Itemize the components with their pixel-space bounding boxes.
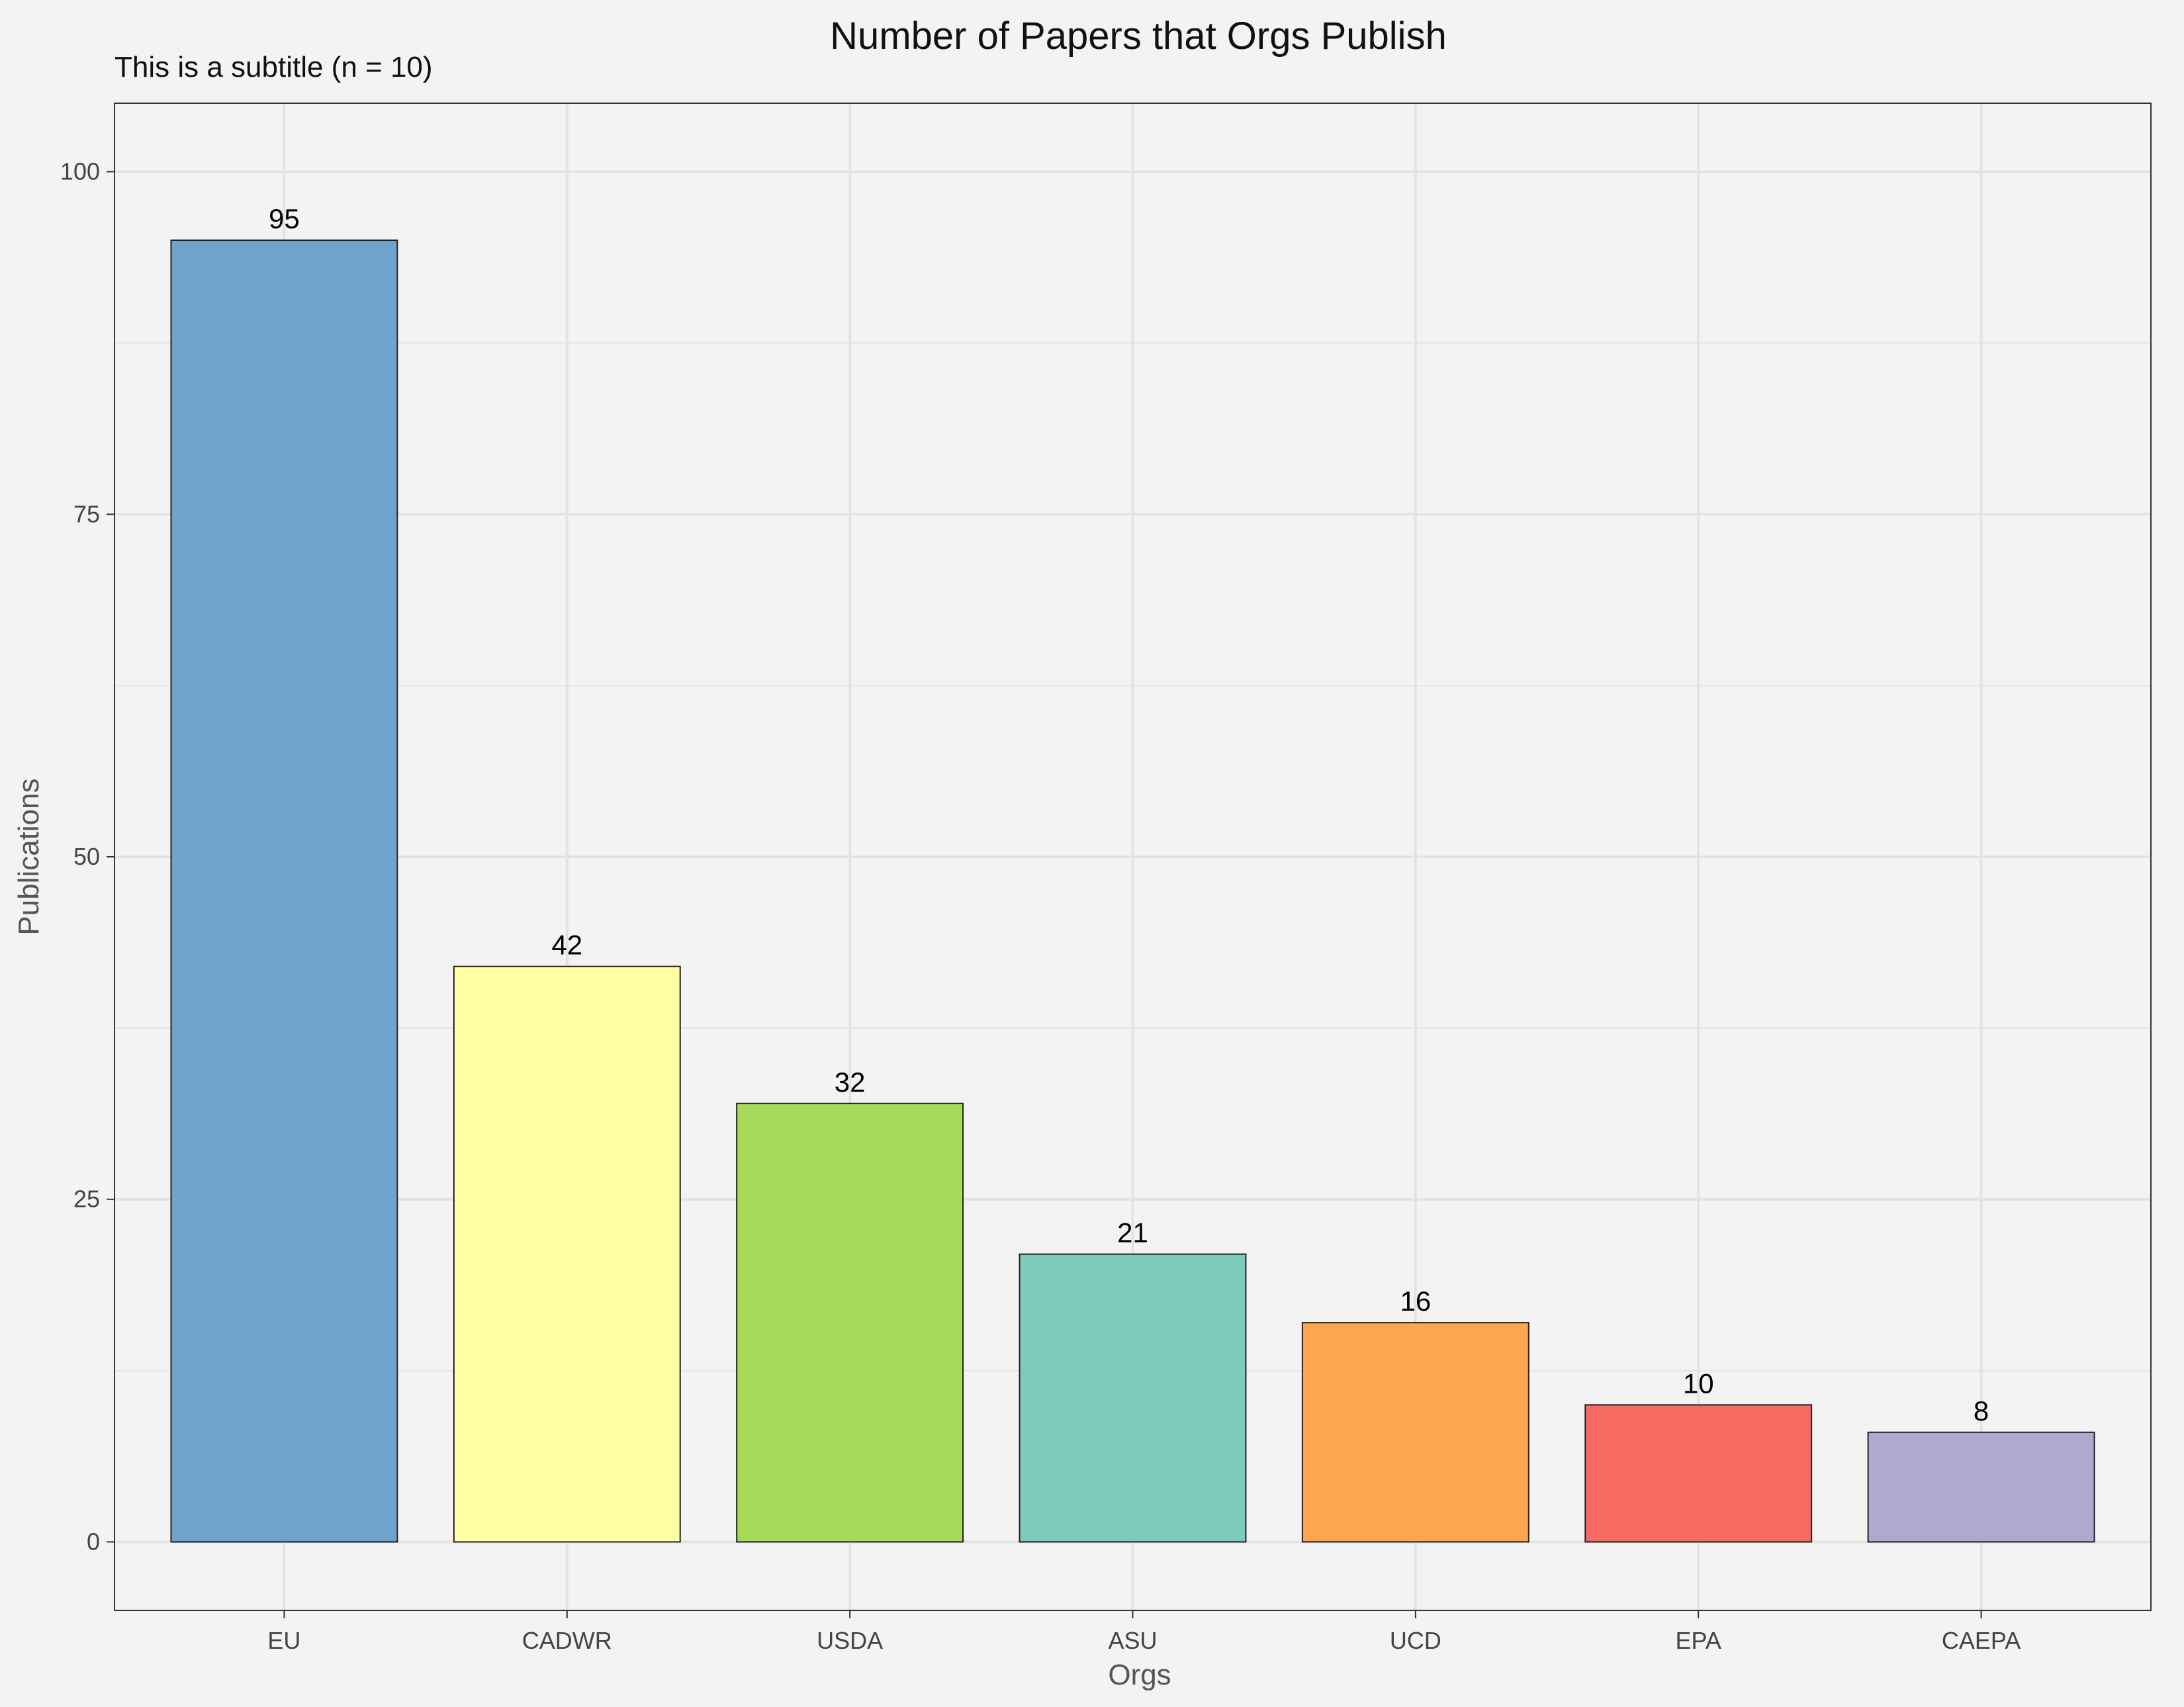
y-axis: 0 25 50 75 100 [60,158,114,1555]
x-axis: EU CADWR USDA ASU UCD EPA CAEPA [267,1610,2021,1654]
data-label-epa: 10 [1683,1368,1714,1399]
y-tick-label: 25 [73,1186,100,1213]
x-tick-label-caepa: CAEPA [1942,1627,2021,1654]
data-label-eu: 95 [269,203,300,234]
y-axis-title: Publications [13,778,45,935]
bars [170,240,2095,1543]
bar-asu [1019,1253,1247,1543]
chart-title: Number of Papers that Orgs Publish [830,15,1447,58]
chart-subtitle: This is a subtitle (n = 10) [114,51,433,83]
data-label-asu: 21 [1117,1217,1148,1248]
data-labels: 95 42 32 21 16 10 8 [269,203,1989,1426]
x-axis-title: Orgs [1108,1659,1171,1691]
bar-caepa [1867,1431,2095,1543]
data-label-ucd: 16 [1400,1286,1432,1317]
y-tick-label: 0 [87,1528,100,1555]
y-tick-label: 50 [73,843,100,870]
x-tick-label-asu: ASU [1108,1627,1157,1654]
x-tick-label-usda: USDA [817,1627,883,1654]
bar-ucd [1301,1322,1529,1543]
bar-eu [170,240,398,1543]
data-label-caepa: 8 [1974,1395,1989,1426]
data-label-usda: 32 [835,1067,866,1098]
x-tick-label-epa: EPA [1676,1627,1721,1654]
bar-cadwr [453,965,681,1543]
x-tick-label-cadwr: CADWR [522,1627,612,1654]
y-tick-label: 100 [60,158,100,185]
y-tick-label: 75 [73,500,100,527]
x-tick-label-ucd: UCD [1390,1627,1441,1654]
bar-epa [1584,1404,1813,1543]
bar-usda [736,1102,964,1543]
x-tick-label-eu: EU [267,1627,300,1654]
data-label-cadwr: 42 [551,930,582,961]
